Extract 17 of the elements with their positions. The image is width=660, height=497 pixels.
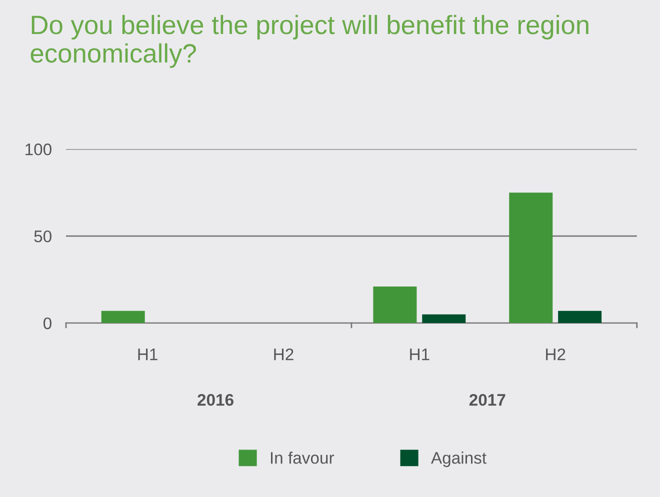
legend-label: In favour — [270, 452, 334, 464]
x-tick-label: H2 — [274, 348, 294, 360]
x-tick-label: H2 — [546, 348, 566, 360]
text: 2017 — [469, 394, 506, 406]
bar — [422, 314, 466, 324]
bar — [558, 310, 602, 324]
x-tick-label: H1 — [138, 348, 158, 360]
bar — [101, 310, 145, 324]
y-tick-label: 50 — [34, 230, 52, 242]
legend-label: Against — [430, 452, 486, 468]
y-tick-label: 0 — [43, 317, 52, 330]
y-tick-label: 100 — [26, 144, 52, 156]
x-tick-label: H1 — [410, 348, 430, 360]
bar — [373, 286, 417, 324]
bar — [509, 192, 553, 324]
chart-title: Do you believe the project will benefit the region economically? — [30, 14, 588, 68]
text: 2016 — [198, 394, 234, 406]
